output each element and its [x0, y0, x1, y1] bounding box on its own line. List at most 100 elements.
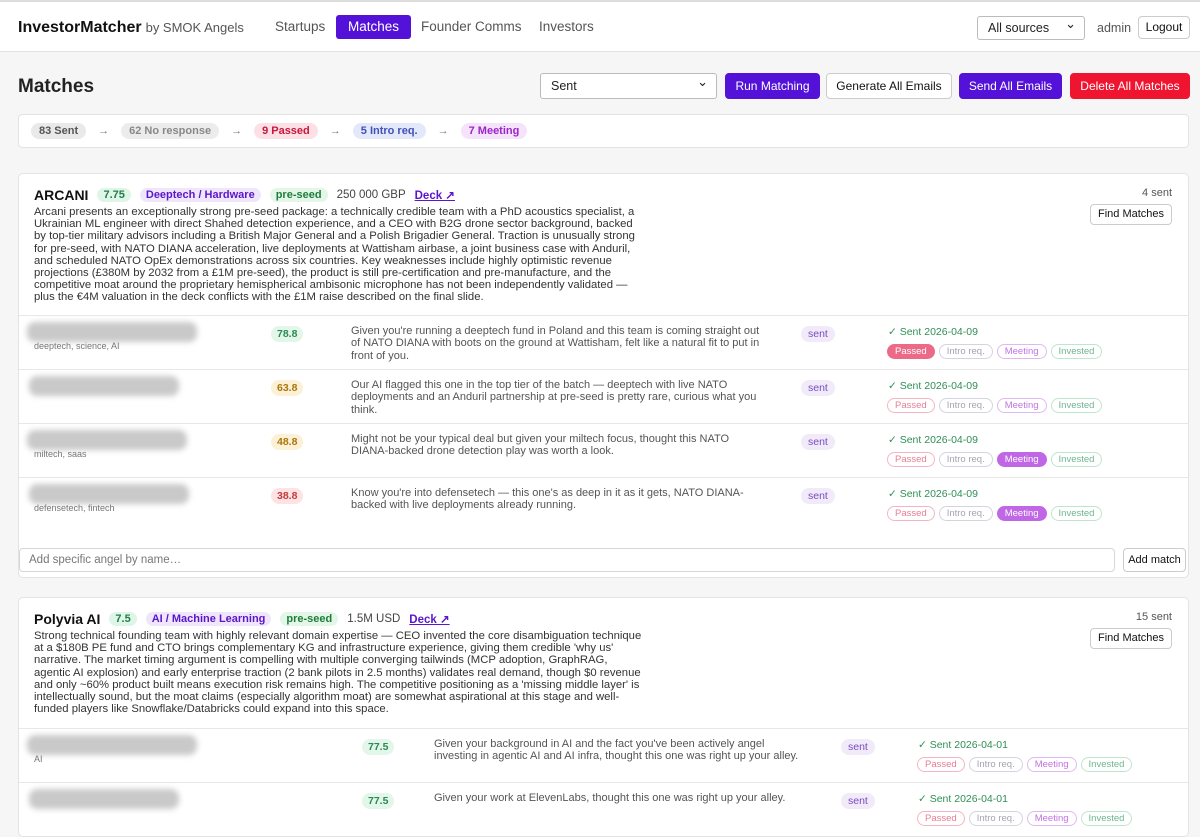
match-row: miltech, saas 48.8 Might not be your typic… — [19, 423, 1188, 477]
status-button[interactable]: Meeting — [996, 506, 1047, 521]
sent-date: ✓ Sent 2026-04-09 — [888, 326, 978, 338]
match-row: defensetech, fintech 38.8 Know you're into… — [19, 477, 1188, 531]
funnel-arrow: → — [98, 125, 110, 137]
brand-name: InvestorMatcher — [18, 19, 142, 36]
status-button[interactable]: Passed — [887, 398, 935, 413]
status-button[interactable]: Meeting — [996, 452, 1047, 467]
status-button[interactable]: Meeting — [996, 344, 1047, 359]
startup-score: 7.75 — [97, 188, 131, 202]
status-button[interactable]: Intro req. — [938, 506, 993, 521]
nav-tab[interactable]: Startups — [275, 19, 326, 34]
page-title: Matches — [18, 76, 95, 97]
funnel-step: 83 Sent — [31, 123, 87, 139]
status-button[interactable]: Intro req. — [968, 757, 1023, 772]
add-angel-input[interactable]: Add specific angel by name… — [19, 548, 1115, 572]
status-button[interactable]: Intro req. — [968, 811, 1023, 826]
startup-card: Polyvia AI 7.5 AI / Machine Learning pre-se… — [18, 597, 1189, 837]
startup-name: Polyvia AI — [34, 611, 101, 627]
logout-button[interactable]: Logout — [1138, 16, 1190, 39]
status-button[interactable]: Passed — [887, 506, 935, 521]
redacted-name — [29, 484, 189, 504]
brand-sub: by SMOK Angels — [145, 20, 244, 35]
status-button[interactable]: Intro req. — [938, 344, 993, 359]
status-options: Passed Intro req. Meeting Invested — [887, 398, 1103, 413]
state: sent — [841, 793, 875, 809]
message: Given you're running a deeptech fund in … — [351, 325, 760, 362]
nav-tab[interactable]: Investors — [539, 19, 594, 34]
match-row: AI 77.5 Given your background in AI and th… — [19, 728, 1188, 782]
toolbar-button[interactable]: Generate All Emails — [826, 73, 952, 99]
status-button[interactable]: Intro req. — [938, 452, 993, 467]
match-score: 77.5 — [362, 739, 395, 755]
status-options: Passed Intro req. Meeting Invested — [887, 506, 1103, 521]
source-select[interactable]: All sources — [977, 13, 1085, 40]
card-header: ARCANI 7.75 Deeptech / Hardware pre-seed 250… — [34, 187, 455, 203]
match-score: 38.8 — [271, 488, 304, 504]
match-score: 48.8 — [271, 434, 304, 450]
status-button[interactable]: Invested — [1050, 452, 1103, 467]
add-match-button[interactable]: Add match — [1123, 548, 1186, 572]
sector: AI / Machine Learning — [145, 612, 272, 626]
status-button[interactable]: Invested — [1050, 506, 1103, 521]
sent-count: 4 sent — [1142, 187, 1172, 199]
status-button[interactable]: Meeting — [1026, 811, 1077, 826]
status-button[interactable]: Invested — [1080, 811, 1133, 826]
status-button[interactable]: Invested — [1050, 344, 1103, 359]
message: Our AI flagged this one in the top tier … — [351, 379, 757, 416]
state: sent — [801, 488, 835, 504]
sent-count: 15 sent — [1135, 611, 1172, 623]
status-button[interactable]: Intro req. — [938, 398, 993, 413]
sector: Deeptech / Hardware — [139, 188, 261, 202]
match-score: 78.8 — [271, 326, 304, 342]
sent-date: ✓ Sent 2026-04-01 — [918, 739, 1008, 751]
card-header: Polyvia AI 7.5 AI / Machine Learning pre-se… — [34, 611, 450, 627]
match-score: 77.5 — [362, 793, 395, 809]
nav-tab[interactable]: Founder Comms — [421, 19, 522, 34]
startup-card: ARCANI 7.75 Deeptech / Hardware pre-seed 250… — [18, 173, 1189, 578]
investor-tags: deeptech, science, AI — [34, 341, 120, 351]
match-score: 63.8 — [271, 380, 304, 396]
status-options: Passed Intro req. Meeting Invested — [917, 757, 1133, 772]
description: Strong technical founding team with high… — [34, 630, 642, 716]
page: InvestorMatcher by SMOK Angels Startups Ma… — [0, 0, 1200, 808]
status-button[interactable]: Invested — [1050, 398, 1103, 413]
filter-select[interactable]: Sent — [540, 70, 717, 99]
status-options: Passed Intro req. Meeting Invested — [887, 344, 1103, 359]
funnel-arrow: → — [329, 125, 341, 137]
status-button[interactable]: Meeting — [996, 398, 1047, 413]
toolbar-button[interactable]: Delete All Matches — [1070, 73, 1190, 99]
funnel: 83 Sent → 62 No response → 9 Passed → 5 Intro … — [18, 114, 1189, 148]
message: Know you're into defensetech — this one'… — [351, 487, 744, 512]
funnel-step: 7 Meeting — [460, 123, 528, 139]
redacted-name — [29, 376, 179, 396]
nav-tab[interactable]: Matches — [336, 15, 412, 39]
deck-link[interactable]: Deck ↗ — [409, 614, 450, 626]
status-button[interactable]: Passed — [917, 757, 965, 772]
investor-tags: defensetech, fintech — [34, 503, 115, 513]
redacted-name — [27, 322, 197, 342]
match-row: deeptech, science, AI 78.8 Given you're ru… — [19, 315, 1188, 369]
funnel-step: 5 Intro req. — [352, 123, 426, 139]
find-matches-button[interactable]: Find Matches — [1090, 204, 1172, 225]
message: Might not be your typical deal but given… — [351, 433, 730, 458]
find-matches-button[interactable]: Find Matches — [1090, 628, 1172, 649]
state: sent — [801, 434, 835, 450]
match-row: 63.8 Our AI flagged this one in the top t… — [19, 369, 1188, 423]
state: sent — [801, 380, 835, 396]
toolbar-button[interactable]: Send All Emails — [959, 73, 1062, 99]
sent-date: ✓ Sent 2026-04-09 — [888, 488, 978, 500]
funnel-arrow: → — [437, 125, 449, 137]
investor-tags: AI — [34, 754, 43, 764]
sent-date: ✓ Sent 2026-04-01 — [918, 793, 1008, 805]
status-button[interactable]: Passed — [917, 811, 965, 826]
status-button[interactable]: Passed — [887, 344, 935, 359]
message: Given your work at ElevenLabs, thought t… — [434, 792, 786, 804]
investor-tags: miltech, saas — [34, 449, 87, 459]
status-button[interactable]: Invested — [1080, 757, 1133, 772]
status-button[interactable]: Passed — [887, 452, 935, 467]
status-options: Passed Intro req. Meeting Invested — [917, 811, 1133, 826]
state: sent — [841, 739, 875, 755]
deck-link[interactable]: Deck ↗ — [414, 190, 455, 202]
status-button[interactable]: Meeting — [1026, 757, 1077, 772]
toolbar-button[interactable]: Run Matching — [725, 73, 820, 99]
